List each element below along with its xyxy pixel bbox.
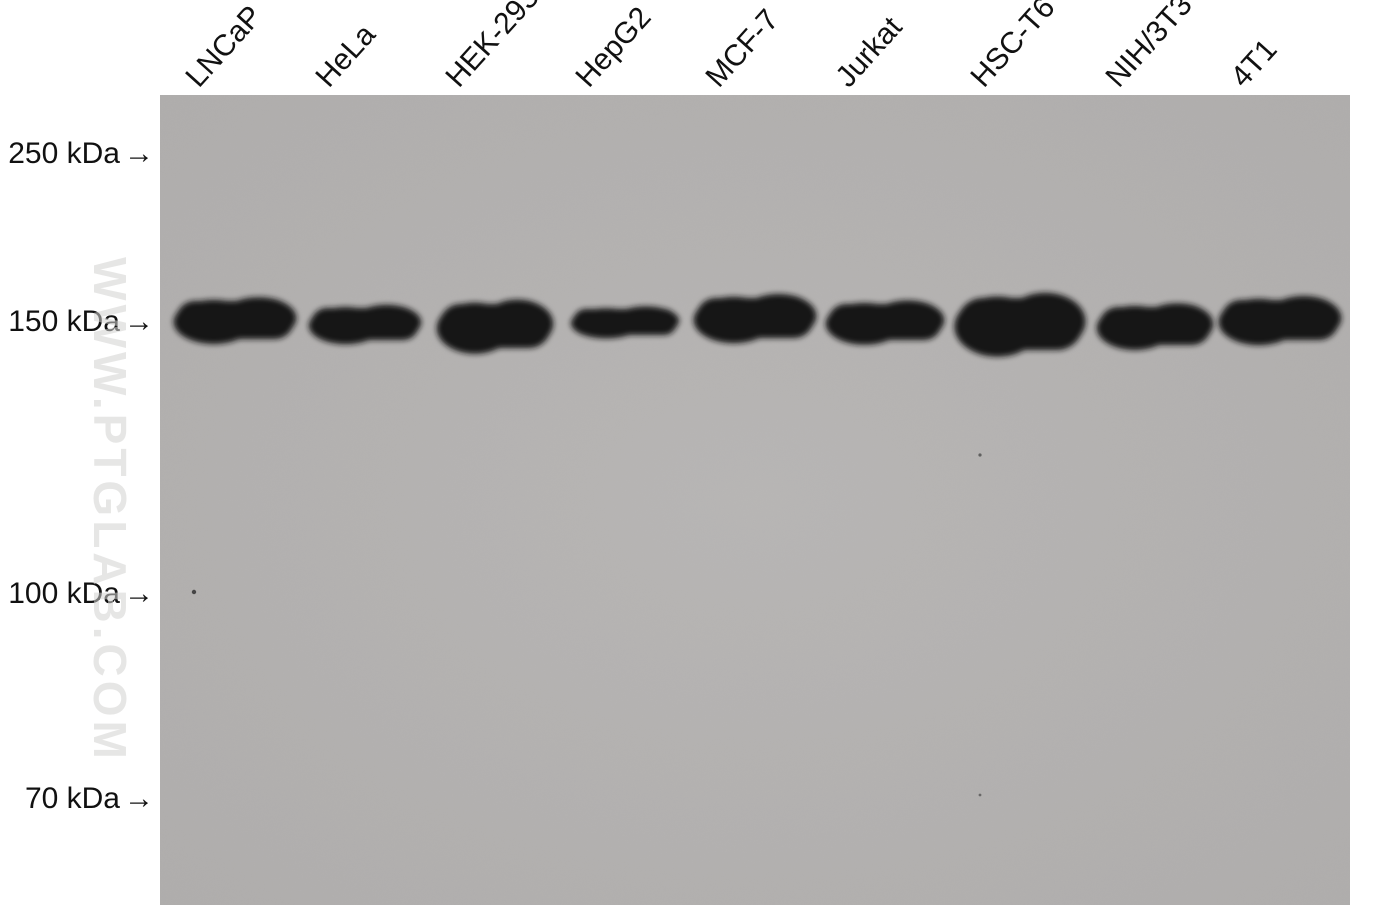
arrow-right-icon: →: [124, 782, 154, 815]
speck: [978, 453, 981, 456]
band: [826, 300, 945, 344]
band: [174, 297, 297, 344]
arrow-right-icon: →: [124, 305, 154, 338]
lane-label: HSC-T6: [964, 0, 1062, 94]
lane-label: Jurkat: [829, 11, 909, 94]
mw-marker-text: 250 kDa: [8, 137, 120, 170]
mw-marker-label: 150 kDa→: [0, 305, 154, 339]
lane-label: HepG2: [569, 1, 658, 94]
lane-label: HeLa: [309, 18, 382, 94]
mw-marker-text: 150 kDa: [8, 305, 120, 338]
mw-marker-label: 100 kDa→: [0, 577, 154, 611]
speck: [979, 794, 982, 797]
blot-membrane: [160, 95, 1350, 905]
mw-marker-label: 250 kDa→: [0, 137, 154, 171]
band: [571, 306, 679, 338]
band: [437, 300, 553, 354]
lane-label: NIH/3T3: [1099, 0, 1199, 94]
band: [1097, 303, 1213, 350]
band: [954, 293, 1085, 357]
band: [309, 305, 421, 344]
band: [1219, 296, 1342, 345]
western-blot-figure: LNCaP HeLa HEK-293 HepG2 MCF-7 Jurkat HSC-T6 NI…: [0, 0, 1400, 920]
band: [694, 294, 817, 343]
arrow-right-icon: →: [124, 137, 154, 170]
mw-marker-text: 100 kDa: [8, 577, 120, 610]
lane-label: HEK-293: [439, 0, 546, 94]
blot-svg: [160, 95, 1350, 905]
speck: [192, 590, 196, 594]
lane-label: 4T1: [1224, 33, 1284, 94]
mw-marker-label: 70 kDa→: [0, 782, 154, 816]
lane-label: MCF-7: [699, 3, 786, 94]
lane-label: LNCaP: [179, 0, 269, 94]
arrow-right-icon: →: [124, 577, 154, 610]
mw-marker-text: 70 kDa: [25, 782, 120, 815]
